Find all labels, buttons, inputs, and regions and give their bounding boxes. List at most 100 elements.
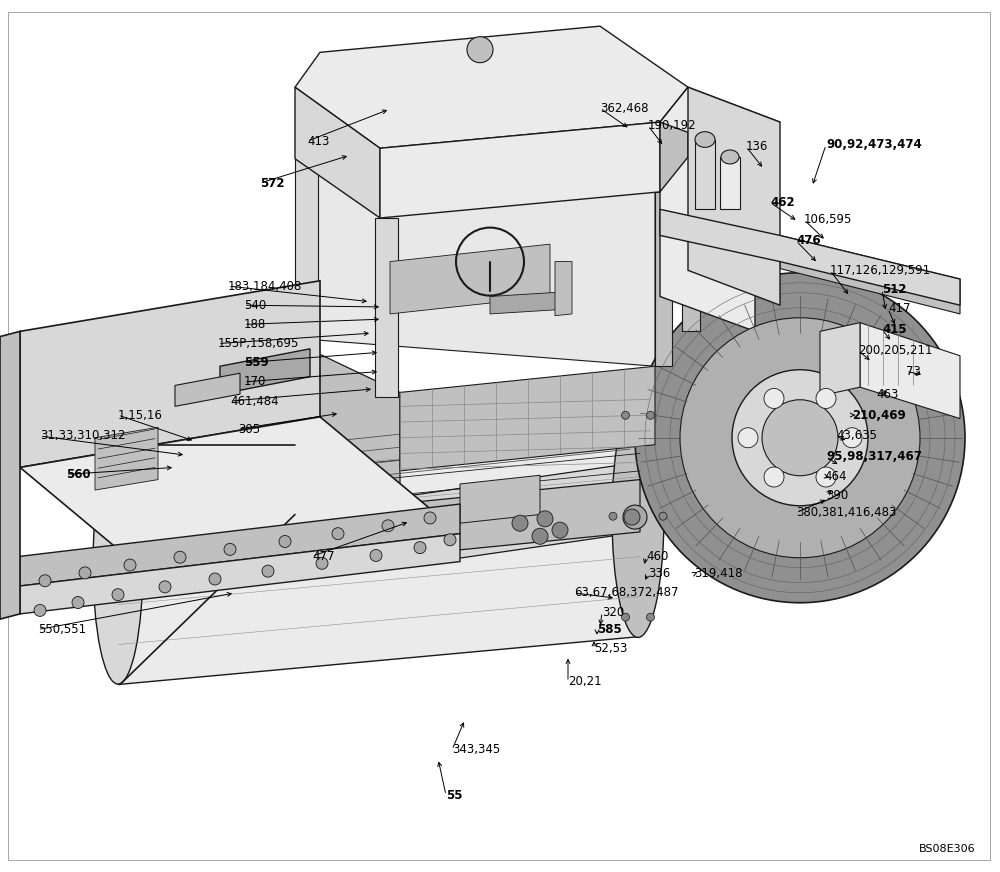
Text: 52,53: 52,53	[594, 643, 627, 655]
Polygon shape	[20, 504, 460, 586]
Circle shape	[816, 467, 836, 487]
Circle shape	[552, 522, 568, 538]
Circle shape	[279, 535, 291, 548]
Text: 73: 73	[906, 365, 921, 378]
Text: 476: 476	[796, 235, 821, 247]
Text: 319,418: 319,418	[694, 568, 742, 580]
Polygon shape	[380, 122, 660, 218]
Polygon shape	[375, 218, 398, 397]
Text: 90,92,473,474: 90,92,473,474	[826, 139, 922, 151]
Polygon shape	[170, 401, 295, 453]
Polygon shape	[295, 26, 688, 148]
Text: 63,67,68,372,487: 63,67,68,372,487	[574, 587, 678, 599]
Circle shape	[209, 573, 221, 585]
Polygon shape	[390, 244, 550, 314]
Circle shape	[738, 428, 758, 447]
Text: 106,595: 106,595	[804, 214, 852, 226]
Polygon shape	[660, 209, 960, 305]
Polygon shape	[220, 349, 310, 394]
Polygon shape	[95, 427, 158, 490]
Text: BS08E306: BS08E306	[918, 844, 975, 854]
Circle shape	[39, 575, 51, 587]
Circle shape	[262, 565, 274, 577]
Circle shape	[622, 613, 630, 621]
Text: 1,15,16: 1,15,16	[118, 409, 163, 421]
Text: 550,551: 550,551	[38, 623, 86, 636]
Text: 417: 417	[888, 303, 910, 315]
Text: 170: 170	[244, 376, 266, 388]
Circle shape	[635, 273, 965, 603]
Polygon shape	[20, 534, 460, 614]
Ellipse shape	[612, 395, 664, 637]
Circle shape	[659, 512, 667, 521]
Text: 336: 336	[648, 568, 670, 580]
Polygon shape	[20, 281, 320, 467]
Text: 136: 136	[746, 140, 768, 153]
Polygon shape	[688, 87, 780, 305]
Polygon shape	[660, 87, 780, 157]
Polygon shape	[695, 140, 715, 209]
Text: 540: 540	[244, 299, 266, 311]
Text: 390: 390	[826, 489, 848, 501]
Circle shape	[414, 542, 426, 554]
Circle shape	[537, 511, 553, 527]
Text: 183,184,408: 183,184,408	[228, 280, 302, 292]
Polygon shape	[860, 323, 960, 419]
Polygon shape	[295, 87, 380, 218]
Text: 415: 415	[882, 324, 907, 336]
Circle shape	[764, 388, 784, 408]
Ellipse shape	[93, 444, 143, 684]
Polygon shape	[490, 292, 560, 314]
Text: 585: 585	[597, 623, 622, 636]
Circle shape	[72, 596, 84, 609]
Polygon shape	[555, 262, 572, 316]
Circle shape	[646, 412, 654, 419]
Polygon shape	[780, 235, 960, 314]
Text: 460: 460	[646, 550, 668, 562]
Circle shape	[762, 399, 838, 476]
Ellipse shape	[721, 150, 739, 164]
Circle shape	[467, 37, 493, 63]
Circle shape	[842, 428, 862, 447]
Text: 477: 477	[312, 550, 334, 562]
Text: 560: 560	[66, 468, 91, 480]
Text: 210,469: 210,469	[852, 409, 906, 421]
Polygon shape	[655, 192, 672, 366]
Polygon shape	[290, 480, 640, 567]
Text: 155P,158,695: 155P,158,695	[218, 337, 299, 350]
Text: 413: 413	[307, 135, 329, 147]
Circle shape	[112, 589, 124, 601]
Circle shape	[646, 613, 654, 621]
Circle shape	[764, 467, 784, 487]
Circle shape	[159, 581, 171, 593]
Polygon shape	[660, 87, 688, 192]
Text: 117,126,129,591: 117,126,129,591	[830, 264, 931, 276]
Polygon shape	[20, 417, 460, 584]
Text: 572: 572	[260, 177, 285, 189]
Circle shape	[624, 509, 640, 525]
Text: 31,33,310,312: 31,33,310,312	[40, 430, 126, 442]
Text: 305: 305	[238, 423, 260, 435]
Text: 380,381,416,483: 380,381,416,483	[796, 507, 896, 519]
Polygon shape	[820, 323, 860, 396]
Circle shape	[316, 557, 328, 569]
Polygon shape	[118, 397, 640, 685]
Circle shape	[444, 534, 456, 546]
Text: 462: 462	[770, 196, 795, 208]
Polygon shape	[460, 475, 540, 523]
Circle shape	[609, 512, 617, 521]
Polygon shape	[290, 445, 640, 567]
Polygon shape	[682, 157, 700, 331]
Circle shape	[622, 412, 630, 419]
Text: 190,192: 190,192	[648, 119, 697, 132]
Text: 20,21: 20,21	[568, 676, 602, 688]
Text: 559: 559	[244, 357, 269, 369]
Text: 463: 463	[876, 388, 898, 400]
Text: 320: 320	[602, 606, 624, 618]
Circle shape	[512, 515, 528, 531]
Polygon shape	[720, 157, 740, 209]
Text: 43,635: 43,635	[836, 430, 877, 442]
Polygon shape	[295, 159, 318, 340]
Circle shape	[79, 567, 91, 579]
Circle shape	[382, 520, 394, 532]
